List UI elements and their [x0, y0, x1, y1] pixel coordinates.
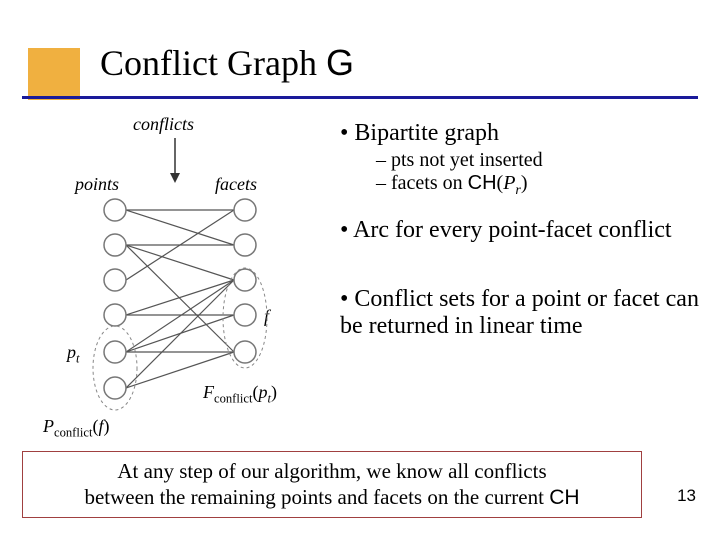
accent-square — [28, 48, 80, 100]
page-title: Conflict Graph G — [100, 42, 354, 84]
bottom-line2-CH: CH — [549, 486, 579, 509]
bullet-arc: Arc for every point-facet conflict — [340, 217, 700, 244]
gap1 — [340, 199, 700, 217]
sub-facets: facets on CH(Pr) — [376, 172, 700, 199]
graph-svg — [55, 120, 325, 420]
bullet-bipartite: Bipartite graph — [340, 120, 700, 147]
gap2 — [340, 246, 700, 286]
conflict-graph-diagram: conflicts points facets pt f Pconflict(f… — [55, 120, 325, 430]
sub-facets-close: ) — [521, 172, 528, 194]
summary-box: At any step of our algorithm, we know al… — [22, 451, 642, 519]
bottom-line1: At any step of our algorithm, we know al… — [117, 459, 546, 483]
bottom-line2-pre: between the remaining points and facets … — [84, 485, 549, 509]
bullet-sets: Conflict sets for a point or facet can b… — [340, 286, 700, 340]
title-text: Conflict Graph — [100, 43, 326, 83]
pconf-sub: conflict — [54, 426, 92, 440]
bullet-list: Bipartite graph pts not yet inserted fac… — [340, 120, 700, 342]
sub-facets-CH: CH — [468, 172, 497, 194]
pconf-P: P — [43, 416, 54, 436]
sub-pts: pts not yet inserted — [376, 149, 700, 172]
title-symbol: G — [326, 42, 354, 83]
page-number: 13 — [677, 486, 696, 506]
sub-facets-P: P — [503, 172, 515, 194]
title-underline — [22, 96, 698, 99]
sub-facets-pre: facets on — [391, 172, 468, 194]
